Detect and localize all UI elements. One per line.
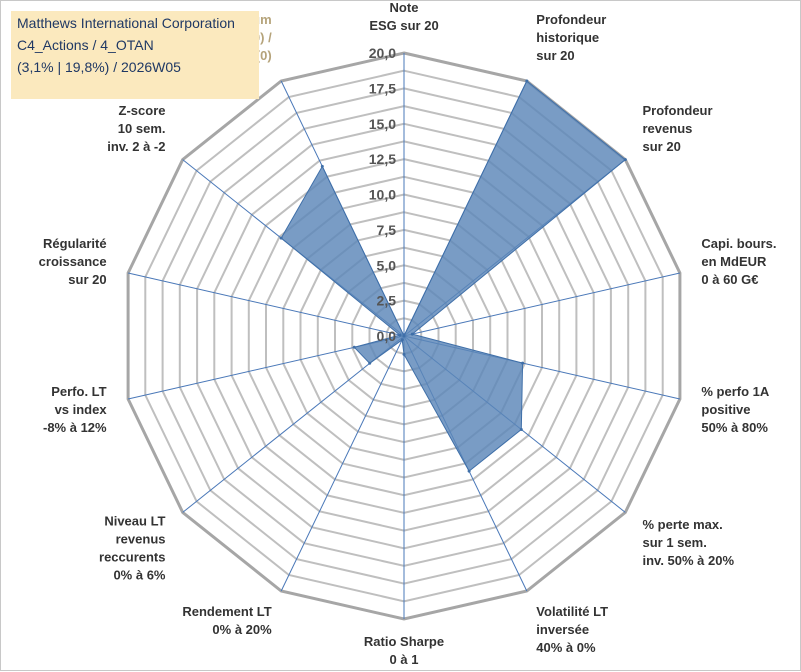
- series-layer: [279, 79, 627, 473]
- tick-label: 17,5: [369, 80, 396, 96]
- category-label: Capi. bours. en MdEUR 0 à 60 G€: [701, 236, 776, 287]
- category-label: Niveau LT revenus reccurents 0% à 6%: [99, 514, 166, 583]
- data-point: [279, 236, 283, 240]
- data-point: [521, 361, 525, 365]
- category-label: Régularité croissance sur 20: [39, 236, 107, 287]
- tick-label: 0,0: [377, 328, 397, 344]
- tick-label: 7,5: [377, 222, 397, 238]
- data-point: [623, 158, 627, 162]
- axis-spoke: [182, 335, 405, 513]
- category-label: Rendement LT 0% à 20%: [182, 604, 272, 637]
- tick-label: 15,0: [369, 116, 396, 132]
- tick-layer: 0,0 2,5 5,0 7,5 10,0 12,5 15,0 17,5 20,0: [369, 45, 396, 344]
- axis-spoke: [403, 272, 681, 337]
- category-label: Profondeur historique sur 20: [536, 12, 606, 63]
- data-point: [467, 469, 471, 473]
- data-point: [410, 332, 414, 336]
- tick-label: 12,5: [369, 151, 396, 167]
- data-point: [352, 345, 356, 349]
- axis-spoke: [280, 335, 405, 592]
- data-point: [519, 428, 523, 431]
- performance-week: (3,1% | 19,8%) / 2026W05: [17, 59, 181, 75]
- category-label: % perte max. sur 1 sem. inv. 50% à 20%: [643, 517, 735, 568]
- data-point: [400, 338, 404, 342]
- company-name: Matthews International Corporation: [17, 15, 235, 31]
- category-label: Profondeur revenus sur 20: [643, 103, 713, 154]
- title-box: Matthews International Corporation C4_Ac…: [11, 11, 259, 99]
- category-label: Note ESG sur 20: [369, 1, 438, 33]
- data-point: [525, 79, 529, 83]
- tick-label: 5,0: [377, 257, 397, 273]
- tick-label: 20,0: [369, 45, 396, 61]
- category-label: Z-score 10 sem. inv. 2 à -2: [107, 103, 165, 154]
- data-point: [320, 164, 324, 168]
- axis-spoke: [127, 272, 405, 337]
- category-label: Ratio Sharpe 0 à 1: [364, 634, 444, 667]
- data-point: [398, 333, 402, 337]
- tick-label: 2,5: [377, 293, 397, 309]
- category-label: Perfo. LT vs index -8% à 12%: [43, 384, 107, 435]
- category-label: % perfo 1A positive 50% à 80%: [701, 384, 770, 435]
- data-point: [402, 352, 406, 356]
- data-point: [402, 334, 406, 338]
- category-label: Volatilité LT inversée 40% à 0%: [536, 604, 608, 655]
- category-label-layer: Note ESG sur 20 Profondeur historique sur 20…: [39, 1, 777, 667]
- portfolio-category: C4_Actions / 4_OTAN: [17, 37, 154, 53]
- tick-label: 10,0: [369, 187, 396, 203]
- data-point: [368, 361, 372, 365]
